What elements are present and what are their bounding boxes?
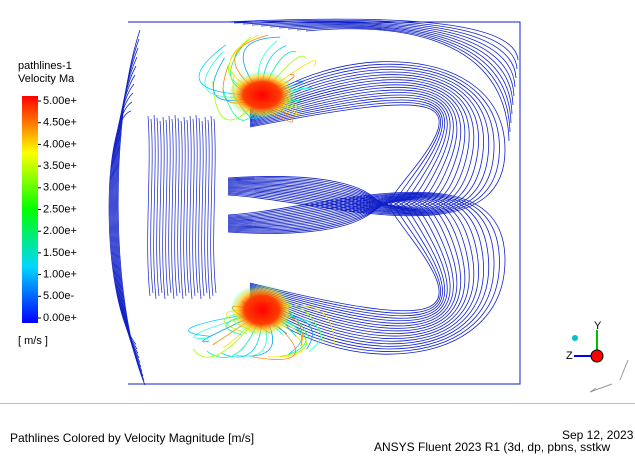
legend-label: 2.00e+ bbox=[43, 225, 77, 237]
pathline bbox=[175, 115, 177, 296]
legend-label: 4.50e+ bbox=[43, 117, 77, 129]
legend-label: 3.00e+ bbox=[43, 182, 77, 194]
legend-labels: 5.00e+ 4.50e+ 4.00e+ 3.50e+ 3.00e+ 2.50e+ 2.00… bbox=[38, 95, 77, 324]
legend-label: 1.00e+ bbox=[43, 269, 77, 281]
pathline bbox=[157, 118, 159, 296]
pathline bbox=[181, 121, 183, 299]
legend-label: 4.00e+ bbox=[43, 138, 77, 150]
viewport: pathlines-1 Velocity Ma 5.00e+ 4.50e+ 4.00… bbox=[0, 0, 635, 403]
pathline bbox=[172, 119, 174, 299]
pathline bbox=[202, 121, 204, 296]
pathline bbox=[211, 116, 213, 296]
pathline bbox=[208, 120, 210, 299]
legend-label: 1.50e+ bbox=[43, 247, 77, 259]
legend-label: 0.00e+ bbox=[43, 312, 77, 324]
legend-label: 5.00e+ bbox=[43, 95, 77, 107]
pathline bbox=[160, 121, 162, 293]
pathline bbox=[151, 119, 153, 293]
pathline bbox=[196, 115, 198, 293]
legend-label: 5.00e- bbox=[43, 290, 75, 302]
svg-text:Y: Y bbox=[594, 320, 602, 332]
pathline bbox=[214, 119, 216, 293]
legend-label: 2.50e+ bbox=[43, 203, 77, 215]
pathline bbox=[169, 116, 171, 293]
pathline bbox=[163, 117, 165, 299]
colorbar bbox=[22, 96, 38, 323]
pathline bbox=[148, 116, 150, 296]
svg-text:Z: Z bbox=[566, 350, 573, 362]
legend-subtitle: Velocity Ma bbox=[18, 73, 75, 85]
pathline bbox=[193, 119, 195, 296]
pathline bbox=[178, 118, 180, 293]
hot-spot bbox=[230, 284, 294, 336]
pathline bbox=[118, 30, 145, 385]
legend-label: 3.50e+ bbox=[43, 160, 77, 172]
pathline bbox=[166, 120, 168, 296]
legend-title: pathlines-1 bbox=[18, 60, 72, 72]
axis-triad: Z Y bbox=[566, 320, 628, 392]
footer: Pathlines Colored by Velocity Magnitude … bbox=[0, 403, 635, 459]
pathline bbox=[117, 39, 144, 381]
pathline bbox=[184, 117, 186, 296]
hot-spot bbox=[228, 71, 296, 119]
pathline bbox=[187, 120, 189, 293]
caption: Pathlines Colored by Velocity Magnitude … bbox=[10, 431, 254, 445]
pathlines bbox=[109, 19, 520, 385]
fluent-graphics-window: pathlines-1 Velocity Ma 5.00e+ 4.50e+ 4.00… bbox=[0, 0, 635, 459]
pathline bbox=[205, 117, 207, 293]
version: ANSYS Fluent 2023 R1 (3d, dp, pbns, sstk… bbox=[374, 440, 610, 454]
pathline bbox=[154, 115, 156, 299]
pathline bbox=[190, 116, 192, 299]
legend-unit: [ m/s ] bbox=[18, 335, 48, 347]
pathline bbox=[199, 118, 201, 299]
